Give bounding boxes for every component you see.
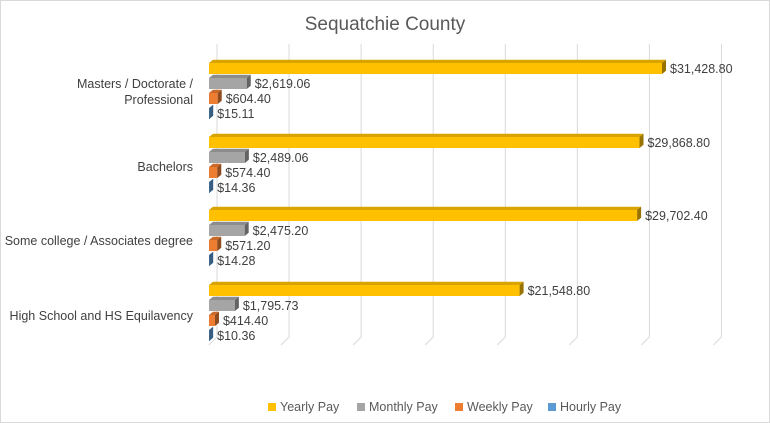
category-label: Some college / Associates degree [5,234,193,248]
bar-top-face [209,296,239,300]
legend-swatch [455,403,463,411]
bar-top-face [209,163,222,167]
bar-side-face [234,296,239,311]
data-label: $14.28 [217,254,255,268]
bar-top-face [209,236,222,240]
bar-side-face [639,133,644,148]
data-label: $574.40 [225,166,270,180]
bar [209,225,245,236]
data-label: $604.40 [226,92,271,106]
data-label: $414.40 [223,314,268,328]
data-label: $571.20 [225,239,270,253]
bar-top-face [209,281,524,285]
data-label: $15.11 [217,107,254,121]
bar-top-face [209,104,214,108]
bar-side-face [662,59,666,74]
gridline [208,336,218,346]
data-label: $14.36 [217,181,255,195]
data-label: $21,548.80 [528,284,591,298]
bar-side-face [217,236,222,251]
bar-side-face [209,178,214,193]
gridline [496,336,506,346]
bar [209,315,215,326]
bar [209,137,640,148]
bar-side-face [637,206,642,221]
bar-side-face [217,89,222,104]
bar [209,210,638,221]
legend-entry: Monthly Pay [369,400,439,414]
bar-top-face [209,326,214,330]
legend-entry: Weekly Pay [467,400,534,414]
legend-entry: Hourly Pay [560,400,622,414]
gridline [352,336,362,346]
bar [209,167,218,178]
bar-top-face [209,251,214,255]
data-label: $29,702.40 [645,209,708,223]
chart-title: Sequatchie County [304,14,466,35]
bar-top-face [209,178,214,182]
bar-top-face [209,148,249,152]
data-label: $10.36 [217,329,255,343]
bar-side-face [217,163,222,178]
bar [209,152,245,163]
legend-swatch [357,403,365,411]
legend-swatch [548,403,556,411]
bar-side-face [519,281,524,296]
legend-swatch [268,403,276,411]
data-label: $31,428.80 [670,62,733,76]
bar [209,300,235,311]
bar [209,63,662,74]
bar-top-face [209,206,642,210]
bar [209,93,218,104]
bar-top-face [209,59,666,63]
gridline [713,336,722,346]
bar [209,78,247,89]
gridline [568,336,578,346]
bar-side-face [209,104,214,119]
bar-top-face [209,221,249,225]
bar-side-face [244,148,249,163]
bar-top-face [209,311,219,315]
data-label: $2,475.20 [253,224,309,238]
bar-top-face [209,133,644,137]
data-label: $2,489.06 [253,151,309,165]
bar-side-face [244,221,249,236]
category-label: Bachelors [137,160,193,174]
bar-side-face [246,74,251,89]
category-label: High School and HS Equilavency [10,309,194,323]
gridline [280,336,290,346]
bar-top-face [209,89,222,93]
legend-entry: Yearly Pay [280,400,340,414]
bar [209,285,520,296]
category-label: Masters / Doctorate / [77,77,194,91]
bar [209,240,218,251]
bar-side-face [209,251,214,266]
bar-side-face [209,326,214,341]
data-label: $1,795.73 [243,299,299,313]
data-label: $2,619.06 [255,77,311,91]
bar-side-face [214,311,219,326]
gridline [641,336,650,346]
category-label: Professional [124,93,193,107]
data-label: $29,868.80 [648,136,711,150]
gridline [424,336,434,346]
bar-top-face [209,74,251,78]
